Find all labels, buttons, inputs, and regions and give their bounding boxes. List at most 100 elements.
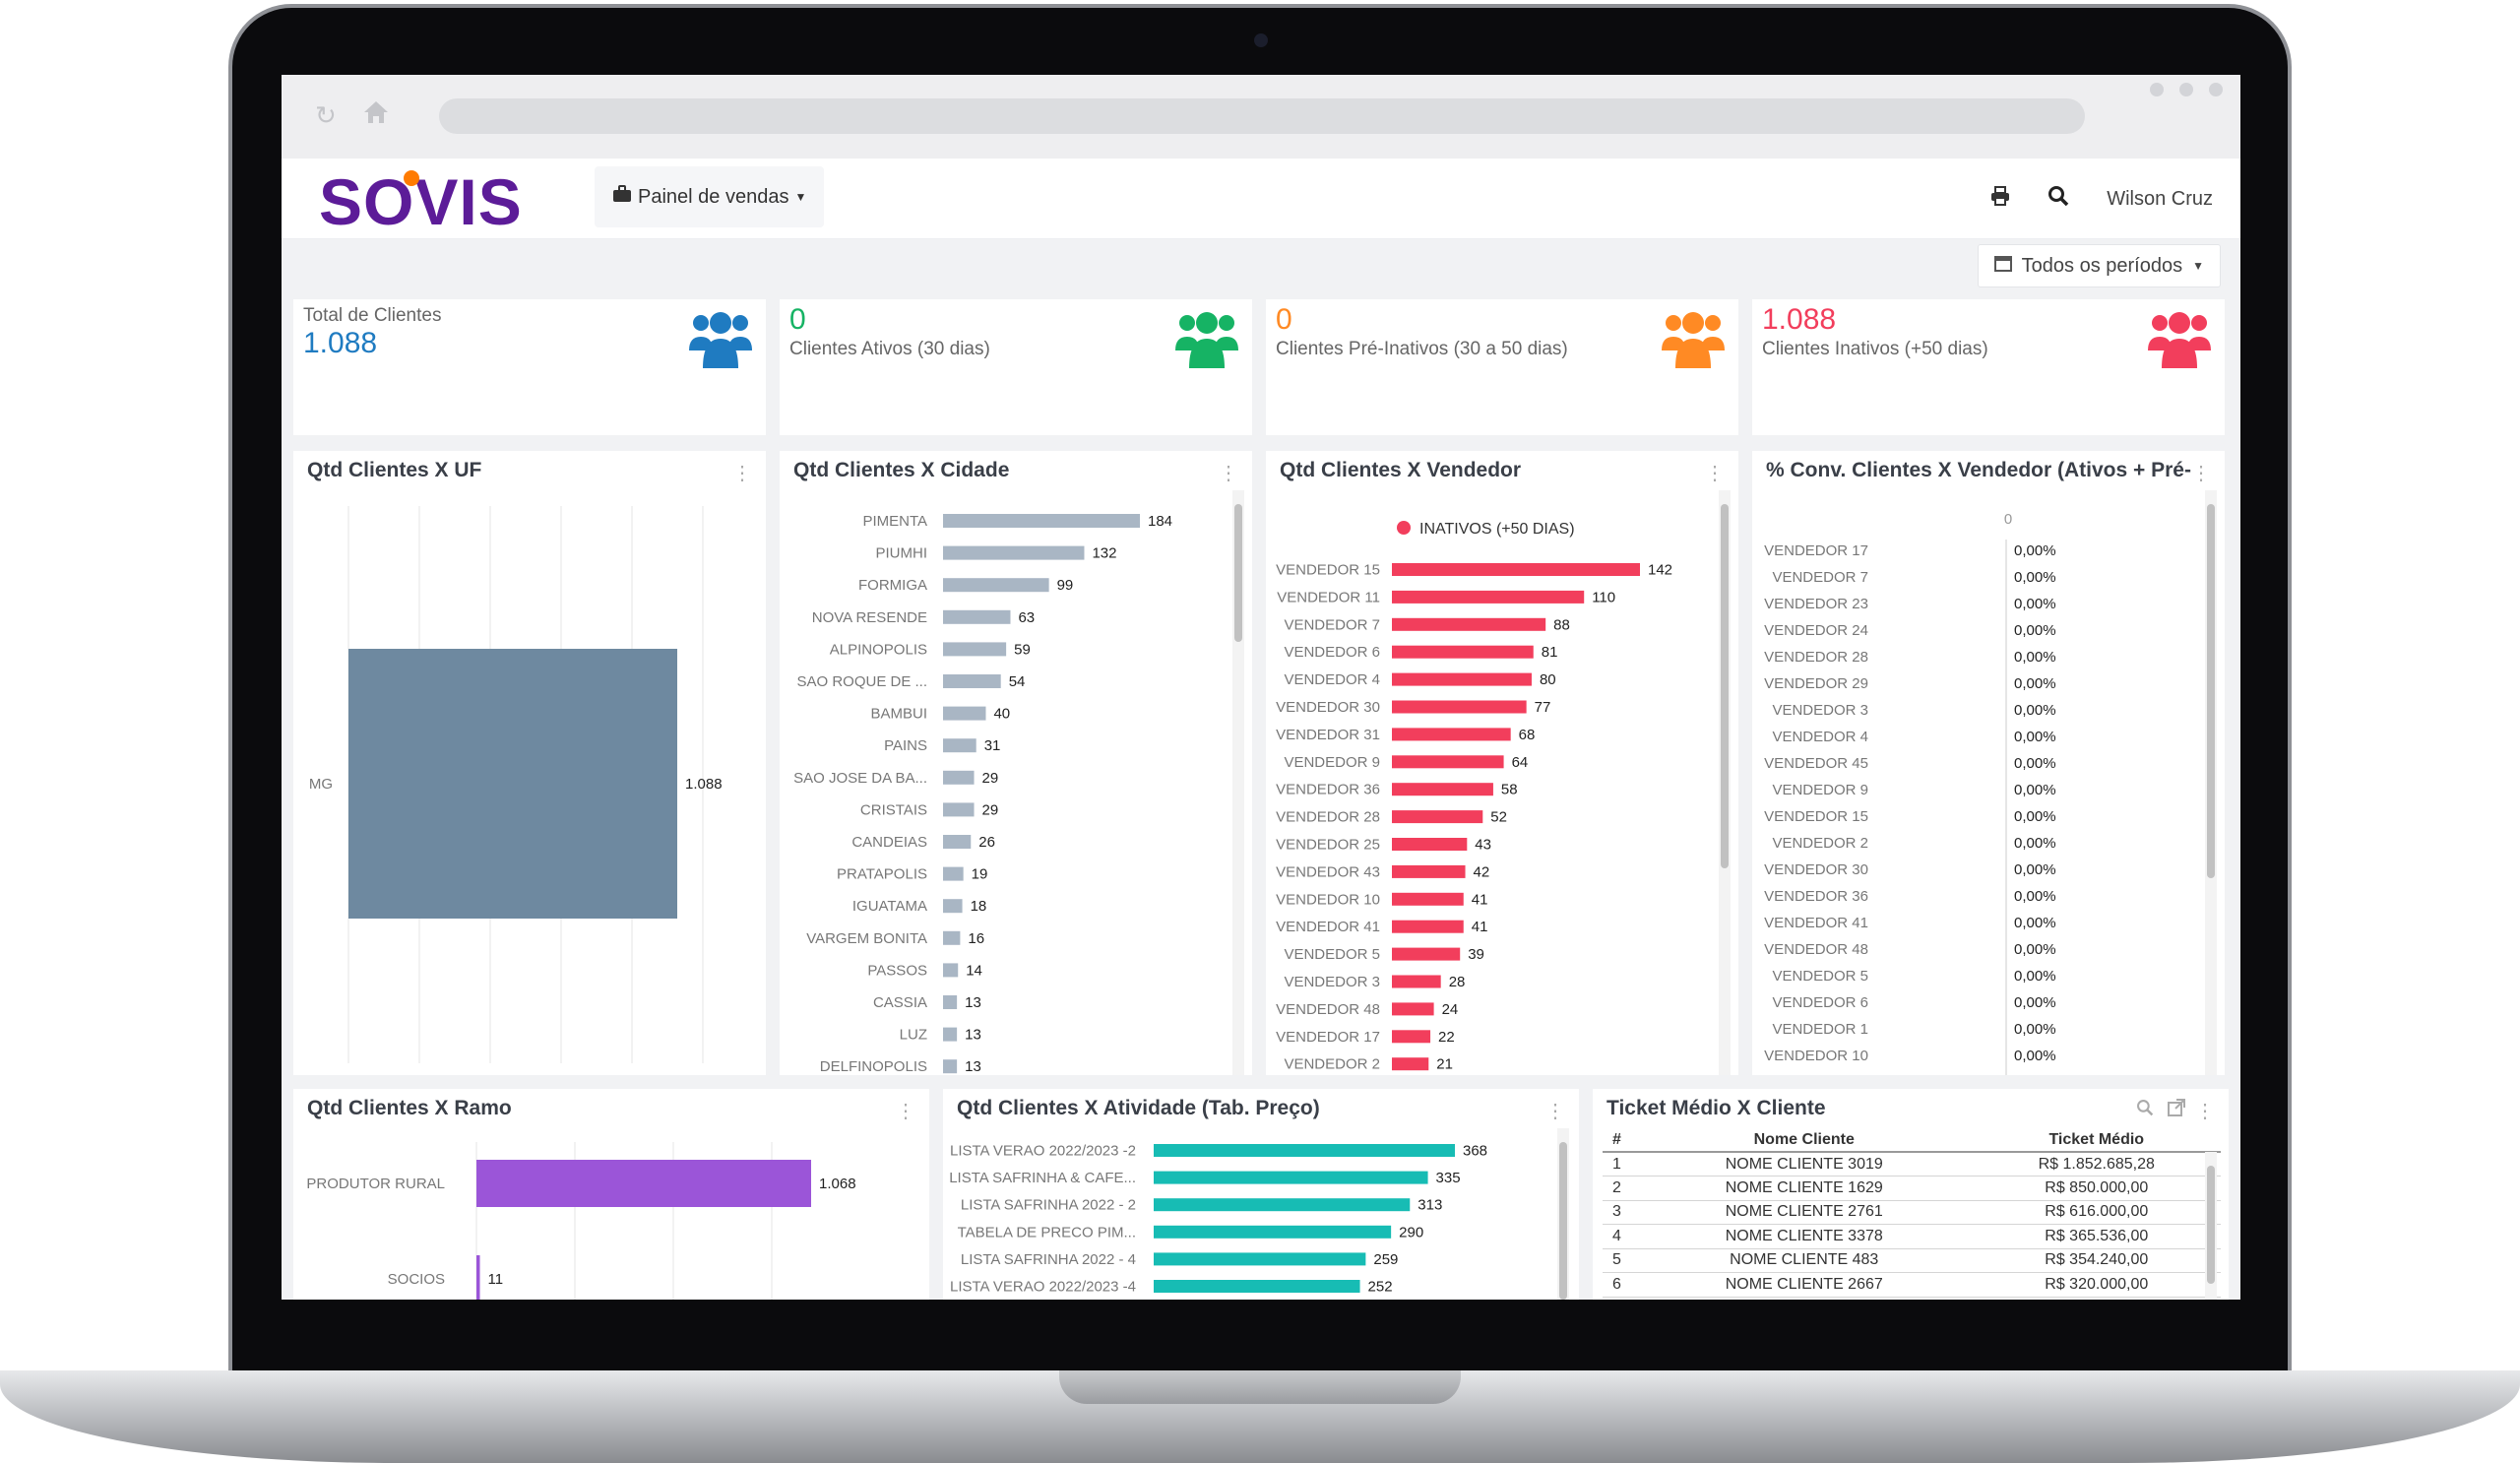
data-label: 41 bbox=[1472, 891, 1488, 908]
table-row[interactable]: 1 NOME CLIENTE 3019 R$ 1.852.685,28 bbox=[1603, 1152, 2221, 1177]
bar bbox=[943, 706, 986, 721]
kebab-menu-icon[interactable]: ⋮ bbox=[2191, 463, 2211, 484]
scrollbar-thumb[interactable] bbox=[1559, 1142, 1567, 1300]
external-link-icon[interactable] bbox=[2168, 1099, 2185, 1121]
data-label: 313 bbox=[1418, 1197, 1442, 1214]
bar bbox=[1392, 617, 1546, 631]
data-label: 0,00% bbox=[2014, 729, 2056, 745]
scrollbar[interactable] bbox=[1557, 1128, 1569, 1300]
bar bbox=[1392, 1030, 1431, 1044]
table-row[interactable]: 4 NOME CLIENTE 3378 R$ 365.536,00 bbox=[1603, 1224, 2221, 1249]
category-label: VENDEDOR 6 bbox=[1772, 994, 1868, 1011]
search-icon[interactable] bbox=[2048, 185, 2069, 213]
axis-tick-label: 0 bbox=[2004, 511, 2012, 528]
bar bbox=[1154, 1171, 1428, 1184]
data-label: 0,00% bbox=[2014, 941, 2056, 958]
category-label: VENDEDOR 43 bbox=[1276, 863, 1380, 880]
address-bar[interactable] bbox=[439, 98, 2085, 134]
bar bbox=[943, 674, 1001, 688]
category-label: VENDEDOR 6 bbox=[1284, 644, 1380, 661]
category-label: VENDEDOR 10 bbox=[1764, 1048, 1868, 1064]
bar bbox=[1154, 1252, 1366, 1266]
table-row[interactable]: 2 NOME CLIENTE 1629 R$ 850.000,00 bbox=[1603, 1176, 2221, 1201]
data-label: 0,00% bbox=[2014, 861, 2056, 878]
table-row[interactable]: 6 NOME CLIENTE 2667 R$ 320.000,00 bbox=[1603, 1272, 2221, 1298]
table-header-row: # Nome Cliente Ticket Médio bbox=[1603, 1128, 2221, 1153]
row-index: 1 bbox=[1603, 1152, 1636, 1177]
kebab-menu-icon[interactable]: ⋮ bbox=[2195, 1101, 2215, 1122]
bar bbox=[1154, 1198, 1411, 1212]
search-icon[interactable] bbox=[2136, 1099, 2154, 1121]
print-icon[interactable] bbox=[1990, 186, 2010, 212]
bar bbox=[1392, 783, 1493, 796]
period-filter-button[interactable]: Todos os períodos ▼ bbox=[1977, 244, 2221, 287]
category-label: LISTA SAFRINHA & CAFE... bbox=[949, 1170, 1136, 1186]
kebab-menu-icon[interactable]: ⋮ bbox=[732, 463, 752, 484]
scrollbar-thumb[interactable] bbox=[2207, 504, 2215, 878]
column-header[interactable]: Ticket Médio bbox=[1972, 1128, 2221, 1153]
bar bbox=[943, 642, 1007, 657]
category-label: BAMBUI bbox=[870, 706, 927, 723]
scrollbar-thumb[interactable] bbox=[1721, 504, 1729, 868]
scrollbar[interactable] bbox=[1719, 490, 1731, 1075]
home-icon[interactable] bbox=[362, 98, 390, 133]
reload-icon[interactable]: ↻ bbox=[315, 100, 337, 130]
category-label: TABELA DE PRECO PIM... bbox=[958, 1224, 1136, 1240]
scrollbar[interactable] bbox=[2205, 490, 2217, 1075]
bar bbox=[943, 866, 964, 881]
scrollbar-thumb[interactable] bbox=[1234, 504, 1242, 642]
category-label: MG bbox=[309, 776, 333, 793]
category-label: CASSIA bbox=[873, 994, 927, 1011]
scrollbar[interactable] bbox=[2205, 1152, 2217, 1300]
data-label: 0,00% bbox=[2014, 915, 2056, 931]
client-name-cell: NOME CLIENTE 3019 bbox=[1636, 1152, 1973, 1177]
kebab-menu-icon[interactable]: ⋮ bbox=[896, 1101, 915, 1122]
ticket-value-cell: R$ 320.000,00 bbox=[1972, 1272, 2221, 1298]
table-row[interactable]: 3 NOME CLIENTE 2761 R$ 616.000,00 bbox=[1603, 1200, 2221, 1225]
category-label: VENDEDOR 5 bbox=[1284, 946, 1380, 963]
user-name[interactable]: Wilson Cruz bbox=[2107, 187, 2213, 210]
bar bbox=[1392, 1002, 1434, 1016]
sovis-logo[interactable]: SOVIS bbox=[319, 165, 523, 238]
category-label: VENDEDOR 2 bbox=[1772, 835, 1868, 852]
panel-title: Qtd Clientes X Vendedor bbox=[1280, 459, 1522, 481]
window-dot[interactable] bbox=[2150, 83, 2164, 96]
ticket-value-cell: R$ 850.000,00 bbox=[1972, 1176, 2221, 1201]
data-label: 80 bbox=[1540, 671, 1556, 688]
data-label: 54 bbox=[1009, 673, 1026, 690]
data-label: 290 bbox=[1399, 1224, 1423, 1240]
panel-title: Qtd Clientes X Ramo bbox=[307, 1097, 512, 1119]
category-label: VENDEDOR 29 bbox=[1764, 675, 1868, 692]
scrollbar-thumb[interactable] bbox=[2207, 1166, 2215, 1284]
panel-selector-button[interactable]: Painel de vendas ▼ bbox=[595, 166, 825, 227]
category-label: VENDEDOR 23 bbox=[1764, 596, 1868, 612]
data-label: 110 bbox=[1592, 589, 1615, 605]
kebab-menu-icon[interactable]: ⋮ bbox=[1219, 463, 1238, 484]
column-header[interactable]: # bbox=[1603, 1128, 1636, 1153]
data-label: 0,00% bbox=[2014, 542, 2056, 559]
bar bbox=[1392, 590, 1585, 604]
data-label: 19 bbox=[972, 866, 988, 883]
kebab-menu-icon[interactable]: ⋮ bbox=[1705, 463, 1725, 484]
category-label: VENDEDOR 28 bbox=[1276, 809, 1380, 826]
category-label: VENDEDOR 24 bbox=[1764, 622, 1868, 639]
bar bbox=[1392, 892, 1464, 906]
users-group-icon bbox=[1662, 312, 1725, 368]
header-actions: Wilson Cruz bbox=[1990, 159, 2213, 239]
column-header[interactable]: Nome Cliente bbox=[1636, 1128, 1973, 1153]
category-label: IGUATAMA bbox=[852, 898, 927, 915]
category-label: SOCIOS bbox=[388, 1271, 445, 1288]
bar bbox=[943, 963, 959, 978]
window-dot[interactable] bbox=[2179, 83, 2193, 96]
panel-title: Qtd Clientes X UF bbox=[307, 459, 482, 481]
data-label: 0,00% bbox=[2014, 1021, 2056, 1038]
legend-label: INATIVOS (+50 DIAS) bbox=[1419, 521, 1575, 538]
window-dot[interactable] bbox=[2209, 83, 2223, 96]
kebab-menu-icon[interactable]: ⋮ bbox=[1545, 1101, 1565, 1122]
category-label: PRODUTOR RURAL bbox=[306, 1176, 445, 1192]
data-label: 0,00% bbox=[2014, 835, 2056, 852]
data-label: 259 bbox=[1373, 1251, 1398, 1268]
scrollbar[interactable] bbox=[1232, 490, 1244, 1075]
bar bbox=[1392, 563, 1640, 576]
table-row[interactable]: 5 NOME CLIENTE 483 R$ 354.240,00 bbox=[1603, 1248, 2221, 1273]
